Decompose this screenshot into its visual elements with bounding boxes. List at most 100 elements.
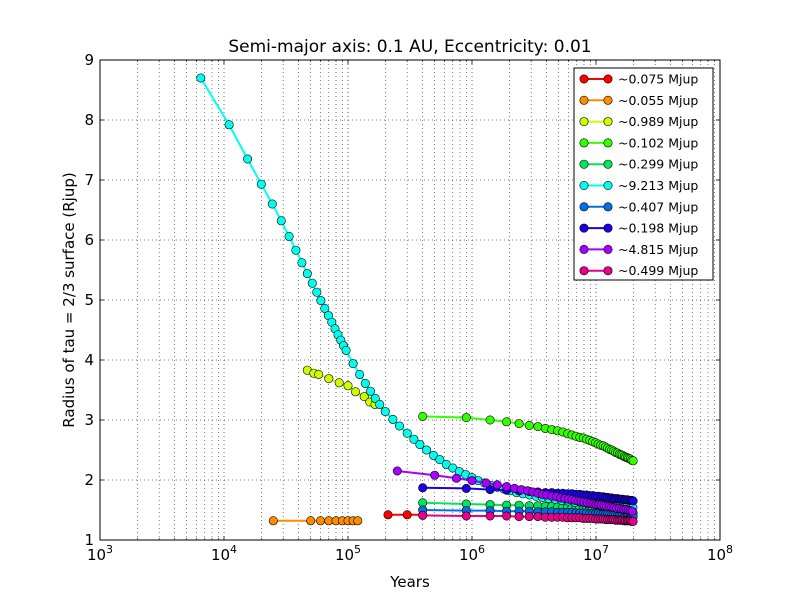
data-point — [314, 369, 324, 379]
data-point — [243, 154, 253, 164]
legend-marker — [579, 244, 589, 254]
data-point — [315, 516, 325, 526]
legend-marker — [579, 266, 589, 276]
data-point — [502, 482, 512, 492]
data-point — [375, 399, 385, 409]
data-point — [430, 470, 440, 480]
legend-marker — [603, 138, 613, 148]
data-point — [461, 511, 471, 521]
legend-marker — [603, 202, 613, 212]
data-point — [307, 278, 317, 288]
data-point — [224, 120, 234, 130]
legend: ~0.075 Mjup ~0.055 Mjup ~0.989 Mjup ~0.102 … — [573, 67, 714, 281]
legend-marker — [579, 117, 589, 127]
data-point — [451, 473, 461, 483]
y-tick-label: 6 — [84, 231, 94, 249]
y-tick-label: 4 — [84, 351, 94, 369]
x-axis-label: Years — [389, 573, 430, 591]
x-tick-label: 107 — [583, 543, 609, 564]
data-point — [341, 345, 351, 355]
data-point — [268, 516, 278, 526]
y-tick-label: 7 — [84, 171, 94, 189]
data-point — [485, 415, 495, 425]
data-point — [256, 179, 266, 189]
legend-marker — [603, 95, 613, 105]
data-point — [485, 485, 495, 495]
data-point — [355, 369, 365, 379]
data-point — [418, 510, 428, 520]
legend-marker — [603, 181, 613, 191]
y-tick-label: 3 — [84, 411, 94, 429]
data-point — [514, 419, 524, 429]
data-point — [284, 231, 294, 241]
legend-marker — [579, 74, 589, 84]
data-point — [306, 516, 316, 526]
data-point — [467, 476, 477, 486]
data-point — [422, 445, 432, 455]
legend-label: ~0.055 Mjup — [618, 93, 698, 108]
legend-marker — [579, 138, 589, 148]
data-point — [524, 512, 534, 522]
x-tick-label: 103 — [87, 543, 113, 564]
series-5 — [196, 73, 638, 513]
legend-marker — [579, 202, 589, 212]
series-9 — [418, 510, 638, 526]
data-point — [316, 296, 326, 306]
series-1 — [268, 516, 363, 526]
data-point — [524, 420, 534, 430]
data-point — [196, 73, 206, 83]
data-point — [502, 417, 512, 427]
data-point — [291, 245, 301, 255]
data-point — [302, 269, 312, 279]
x-tick-label: 104 — [211, 543, 237, 564]
legend-label: ~4.815 Mjup — [618, 242, 698, 257]
data-point — [312, 287, 322, 297]
data-point — [435, 455, 445, 465]
data-point — [334, 378, 344, 388]
legend-marker — [603, 117, 613, 127]
legend-marker — [603, 223, 613, 233]
y-tick-label: 9 — [84, 51, 94, 69]
data-point — [343, 381, 353, 391]
legend-marker — [579, 181, 589, 191]
y-axis-label: Radius of tau = 2/3 surface (Rjup) — [60, 172, 78, 427]
axis-ticks — [99, 59, 721, 541]
y-tick-label: 5 — [84, 291, 94, 309]
y-tick-label: 8 — [84, 111, 94, 129]
series-3 — [418, 411, 638, 466]
data-point — [415, 440, 425, 450]
data-point — [359, 392, 369, 402]
tick-labels: 103 104 105 106 107 108 1 2 3 4 5 6 7 8 9 — [84, 51, 733, 564]
chart-title: Semi-major axis: 0.1 AU, Eccentricity: 0… — [228, 37, 591, 57]
legend-label: ~0.299 Mjup — [618, 157, 698, 172]
data-point — [628, 456, 638, 466]
data-point — [627, 506, 637, 516]
data-point — [481, 478, 491, 488]
y-tick-label: 1 — [84, 531, 94, 549]
legend-marker — [603, 159, 613, 169]
data-point — [461, 483, 471, 493]
legend-box — [573, 67, 714, 281]
data-point — [492, 480, 502, 490]
legend-marker — [579, 223, 589, 233]
data-point — [380, 407, 390, 417]
legend-label: ~0.989 Mjup — [618, 114, 698, 129]
legend-marker — [603, 74, 613, 84]
legend-marker — [603, 244, 613, 254]
legend-label: ~0.102 Mjup — [618, 135, 698, 150]
plot-series — [196, 73, 638, 526]
data-point — [628, 496, 638, 506]
x-tick-label: 106 — [459, 543, 485, 564]
legend-marker — [603, 266, 613, 276]
data-point — [533, 422, 543, 432]
data-point — [461, 413, 471, 423]
x-tick-label: 105 — [335, 543, 361, 564]
series-8 — [392, 466, 637, 516]
legend-marker — [579, 159, 589, 169]
x-tick-label: 108 — [707, 543, 733, 564]
data-point — [383, 510, 393, 520]
data-point — [388, 414, 398, 424]
data-point — [394, 421, 404, 431]
data-point — [350, 387, 360, 397]
